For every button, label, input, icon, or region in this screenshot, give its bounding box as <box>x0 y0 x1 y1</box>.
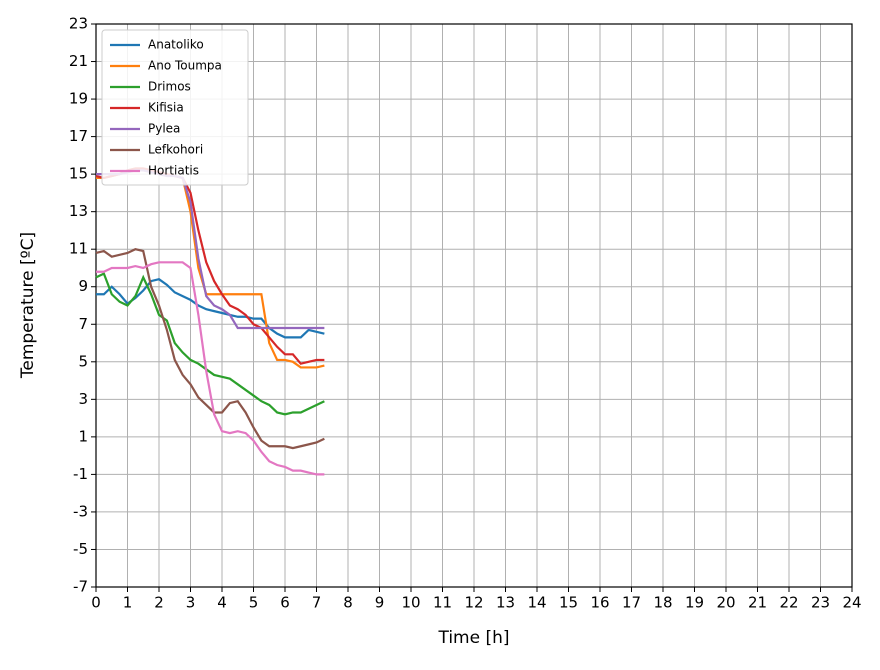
x-tick-label: 3 <box>186 594 196 612</box>
legend-label: Hortiatis <box>148 164 199 178</box>
x-tick-label: 6 <box>280 594 290 612</box>
x-tick-label: 9 <box>375 594 385 612</box>
x-tick-label: 2 <box>154 594 164 612</box>
x-tick-label: 16 <box>590 594 609 612</box>
x-tick-label: 11 <box>433 594 452 612</box>
y-tick-label: 3 <box>78 390 88 408</box>
legend-label: Pylea <box>148 122 180 136</box>
x-tick-label: 10 <box>401 594 420 612</box>
x-tick-label: 0 <box>91 594 101 612</box>
x-tick-label: 24 <box>842 594 861 612</box>
x-tick-label: 8 <box>343 594 353 612</box>
x-tick-label: 18 <box>653 594 672 612</box>
legend-label: Ano Toumpa <box>148 59 222 73</box>
y-tick-label: -7 <box>73 578 88 596</box>
y-tick-label: 11 <box>69 240 88 258</box>
y-tick-label: -1 <box>73 465 88 483</box>
x-tick-label: 12 <box>464 594 483 612</box>
y-tick-label: 1 <box>78 427 88 445</box>
y-tick-label: 19 <box>69 90 88 108</box>
y-tick-label: -5 <box>73 540 88 558</box>
plot-frame <box>95 23 853 588</box>
x-tick-label: 5 <box>249 594 259 612</box>
x-tick-label: 4 <box>217 594 227 612</box>
series-line <box>95 272 325 416</box>
x-tick-label: 23 <box>811 594 830 612</box>
y-tick-label: 7 <box>78 315 88 333</box>
x-tick-label: 1 <box>123 594 133 612</box>
x-tick-label: 20 <box>716 594 735 612</box>
x-tick-label: 19 <box>685 594 704 612</box>
x-axis-label: Time [h] <box>437 628 509 648</box>
y-tick-label: 13 <box>69 202 88 220</box>
y-tick-label: -3 <box>73 502 88 520</box>
x-tick-label: 17 <box>622 594 641 612</box>
legend-label: Kifisia <box>148 101 184 115</box>
x-tick-label: 14 <box>527 594 546 612</box>
series-line <box>96 261 325 476</box>
x-tick-label: 22 <box>779 594 798 612</box>
y-tick-label: 17 <box>69 127 88 145</box>
x-tick-label: 21 <box>748 594 767 612</box>
legend-label: Lefkohori <box>148 143 203 157</box>
series-line <box>95 167 325 365</box>
y-tick-label: 15 <box>69 165 88 183</box>
legend-box <box>101 29 249 186</box>
y-tick-label: 21 <box>69 52 88 70</box>
y-tick-label: 23 <box>69 15 88 33</box>
x-tick-label: 13 <box>496 594 515 612</box>
legend: Anatoliko Ano Toumpa Drimos Kifisia Pylea Lef… <box>101 29 249 186</box>
series-line <box>95 248 325 450</box>
y-tick-label: 9 <box>78 277 88 295</box>
x-tick-label: 7 <box>312 594 322 612</box>
legend-label: Anatoliko <box>148 38 204 52</box>
y-tick-label: 5 <box>78 352 88 370</box>
legend-label: Drimos <box>148 80 191 94</box>
x-tick-label: 15 <box>559 594 578 612</box>
y-axis-label: Temperature [ºC] <box>18 232 38 379</box>
